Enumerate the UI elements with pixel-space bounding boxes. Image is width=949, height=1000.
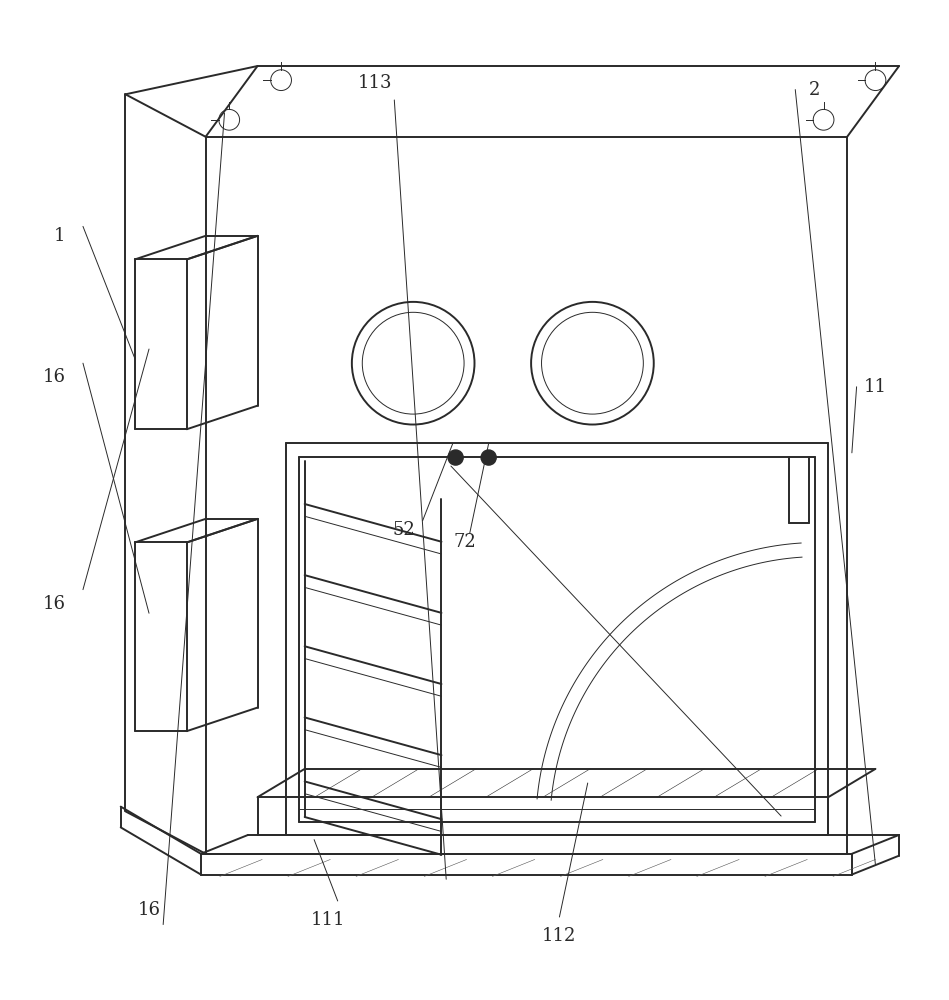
Text: 113: 113	[358, 74, 393, 92]
Circle shape	[481, 450, 496, 465]
Text: 72: 72	[454, 533, 476, 551]
Text: 1: 1	[54, 227, 65, 245]
Circle shape	[448, 450, 463, 465]
Text: 52: 52	[392, 521, 415, 539]
Text: 11: 11	[864, 378, 887, 396]
Text: 16: 16	[43, 595, 66, 613]
Text: 16: 16	[138, 901, 160, 919]
Text: 112: 112	[542, 927, 577, 945]
Text: 111: 111	[311, 911, 345, 929]
Text: 16: 16	[43, 368, 66, 386]
Text: 2: 2	[809, 81, 820, 99]
